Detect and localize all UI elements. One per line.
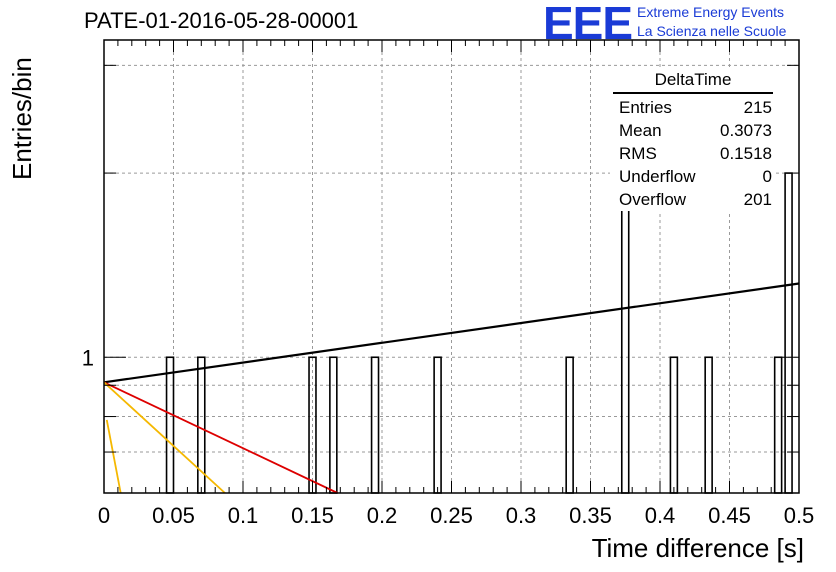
x-tick-label: 0.5 bbox=[784, 503, 815, 528]
logo-line-2: La Scienza nelle Scuole bbox=[637, 23, 787, 39]
x-tick-label: 0.15 bbox=[291, 503, 334, 528]
histogram-bar bbox=[165, 356, 175, 494]
fit-line bbox=[103, 381, 338, 494]
histogram-bar bbox=[329, 356, 338, 494]
fit-line bbox=[103, 282, 800, 384]
histogram-bar bbox=[704, 356, 713, 494]
stats-value: 0.1518 bbox=[720, 144, 772, 163]
histogram-bars bbox=[165, 172, 793, 494]
fit-line bbox=[103, 381, 226, 494]
x-tick-label: 0.1 bbox=[228, 503, 259, 528]
x-tick-label: 0.45 bbox=[708, 503, 751, 528]
histogram-bar bbox=[370, 356, 380, 494]
chart-title: PATE-01-2016-05-28-00001 bbox=[84, 8, 359, 33]
x-tick-label: 0.25 bbox=[430, 503, 473, 528]
stats-box-title: DeltaTime bbox=[613, 70, 773, 94]
logo-line-1: Extreme Energy Events bbox=[637, 4, 785, 20]
axis-tick-labels: 0 0.05 0.1 0.15 0.2 0.25 0.3 0.35 0.4 0.45 0.5 1 bbox=[82, 345, 815, 528]
stats-label: RMS bbox=[619, 144, 657, 163]
stats-value: 0 bbox=[762, 167, 772, 186]
stats-row-entries: Entries 215 bbox=[610, 96, 776, 119]
axis-ticks bbox=[103, 40, 800, 494]
stats-label: Underflow bbox=[619, 167, 696, 186]
stats-row-underflow: Underflow 0 bbox=[610, 165, 776, 188]
stats-label: Overflow bbox=[619, 190, 687, 209]
x-tick-label: 0.05 bbox=[152, 503, 195, 528]
stats-row-overflow: Overflow 201 bbox=[610, 188, 776, 211]
histogram-bar bbox=[433, 356, 442, 494]
stats-value: 215 bbox=[743, 98, 772, 117]
stats-value: 0.3073 bbox=[720, 121, 772, 140]
stats-label: Mean bbox=[619, 121, 662, 140]
logo-text: Extreme Energy Events La Scienza nelle S… bbox=[637, 3, 786, 41]
grid-lines bbox=[104, 40, 799, 493]
x-axis-label: Time difference [s] bbox=[591, 533, 804, 563]
eee-logo: EEE bbox=[543, 0, 633, 49]
x-tick-label: 0 bbox=[98, 503, 110, 528]
y-tick-label: 1 bbox=[82, 345, 94, 370]
x-tick-label: 0.4 bbox=[645, 503, 676, 528]
y-axis-label: Entries/bin bbox=[7, 57, 37, 180]
histogram-bar bbox=[669, 356, 679, 494]
stats-value: 201 bbox=[743, 190, 772, 209]
histogram-bar bbox=[784, 172, 793, 494]
x-tick-label: 0.3 bbox=[506, 503, 537, 528]
histogram-bar bbox=[565, 356, 574, 494]
stats-box: DeltaTime Entries 215 Mean 0.3073 RMS 0.… bbox=[610, 70, 776, 211]
stats-row-rms: RMS 0.1518 bbox=[610, 142, 776, 165]
histogram-bar bbox=[620, 172, 630, 494]
x-tick-label: 0.2 bbox=[367, 503, 398, 528]
fit-lines bbox=[103, 282, 800, 494]
histogram-bar bbox=[773, 356, 783, 494]
stats-label: Entries bbox=[619, 98, 672, 117]
stats-row-mean: Mean 0.3073 bbox=[610, 119, 776, 142]
x-tick-label: 0.35 bbox=[569, 503, 612, 528]
fit-line bbox=[105, 419, 122, 494]
